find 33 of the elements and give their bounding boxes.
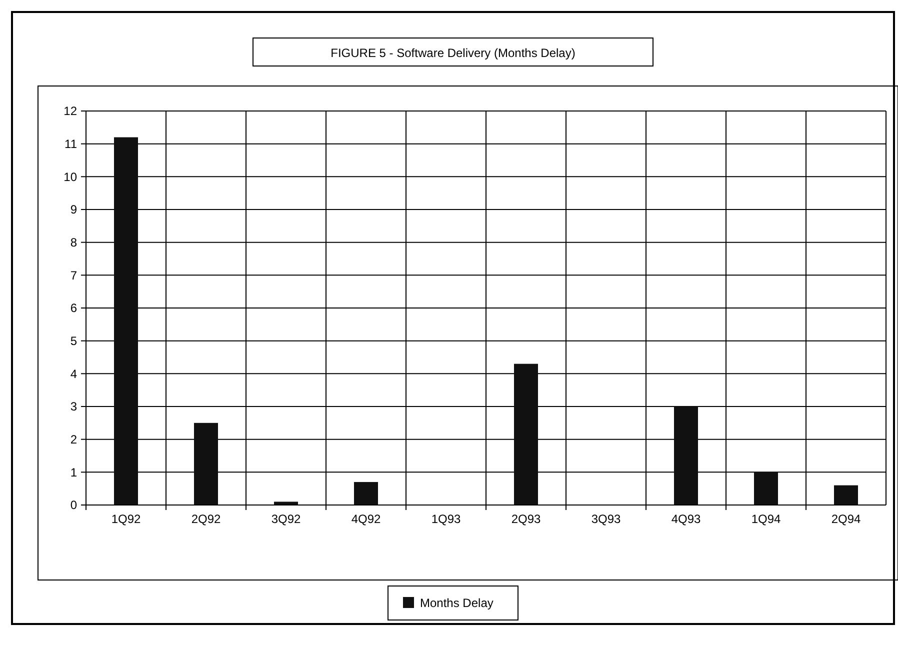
bar [354,482,378,505]
y-tick-label: 7 [70,268,78,282]
y-tick-label: 11 [64,137,78,152]
x-tick-label: 4Q92 [351,512,381,526]
chart-title: FIGURE 5 - Software Delivery (Months Delay) [330,46,576,60]
y-tick-label: 8 [70,236,78,250]
x-tick-label: 2Q93 [511,512,541,526]
bar [194,422,218,505]
x-tick-label: 3Q92 [271,512,301,526]
bar [674,406,698,505]
x-tick-label: 4Q93 [671,512,701,526]
x-tick-label: 2Q92 [191,512,221,526]
y-tick-label: 6 [70,301,78,316]
x-tick-label: 2Q94 [831,512,861,526]
legend-label: Months Delay [420,596,494,610]
bar [114,137,138,505]
x-tick-label: 1Q92 [111,512,141,526]
y-tick-label: 2 [70,432,78,447]
y-tick-label: 12 [64,104,78,118]
y-tick-label: 5 [70,334,78,348]
x-tick-label: 1Q93 [431,512,461,526]
y-tick-label: 1 [70,465,78,480]
x-tick-label: 3Q93 [591,512,621,526]
bar [274,502,298,505]
bar [754,472,778,505]
bar [514,364,538,505]
y-tick-label: 0 [70,498,78,512]
y-tick-label: 3 [70,400,78,414]
bar [834,485,858,505]
y-tick-label: 9 [70,202,78,217]
y-tick-label: 10 [64,170,78,184]
y-tick-label: 4 [70,366,78,381]
x-tick-label: 1Q94 [751,512,781,526]
